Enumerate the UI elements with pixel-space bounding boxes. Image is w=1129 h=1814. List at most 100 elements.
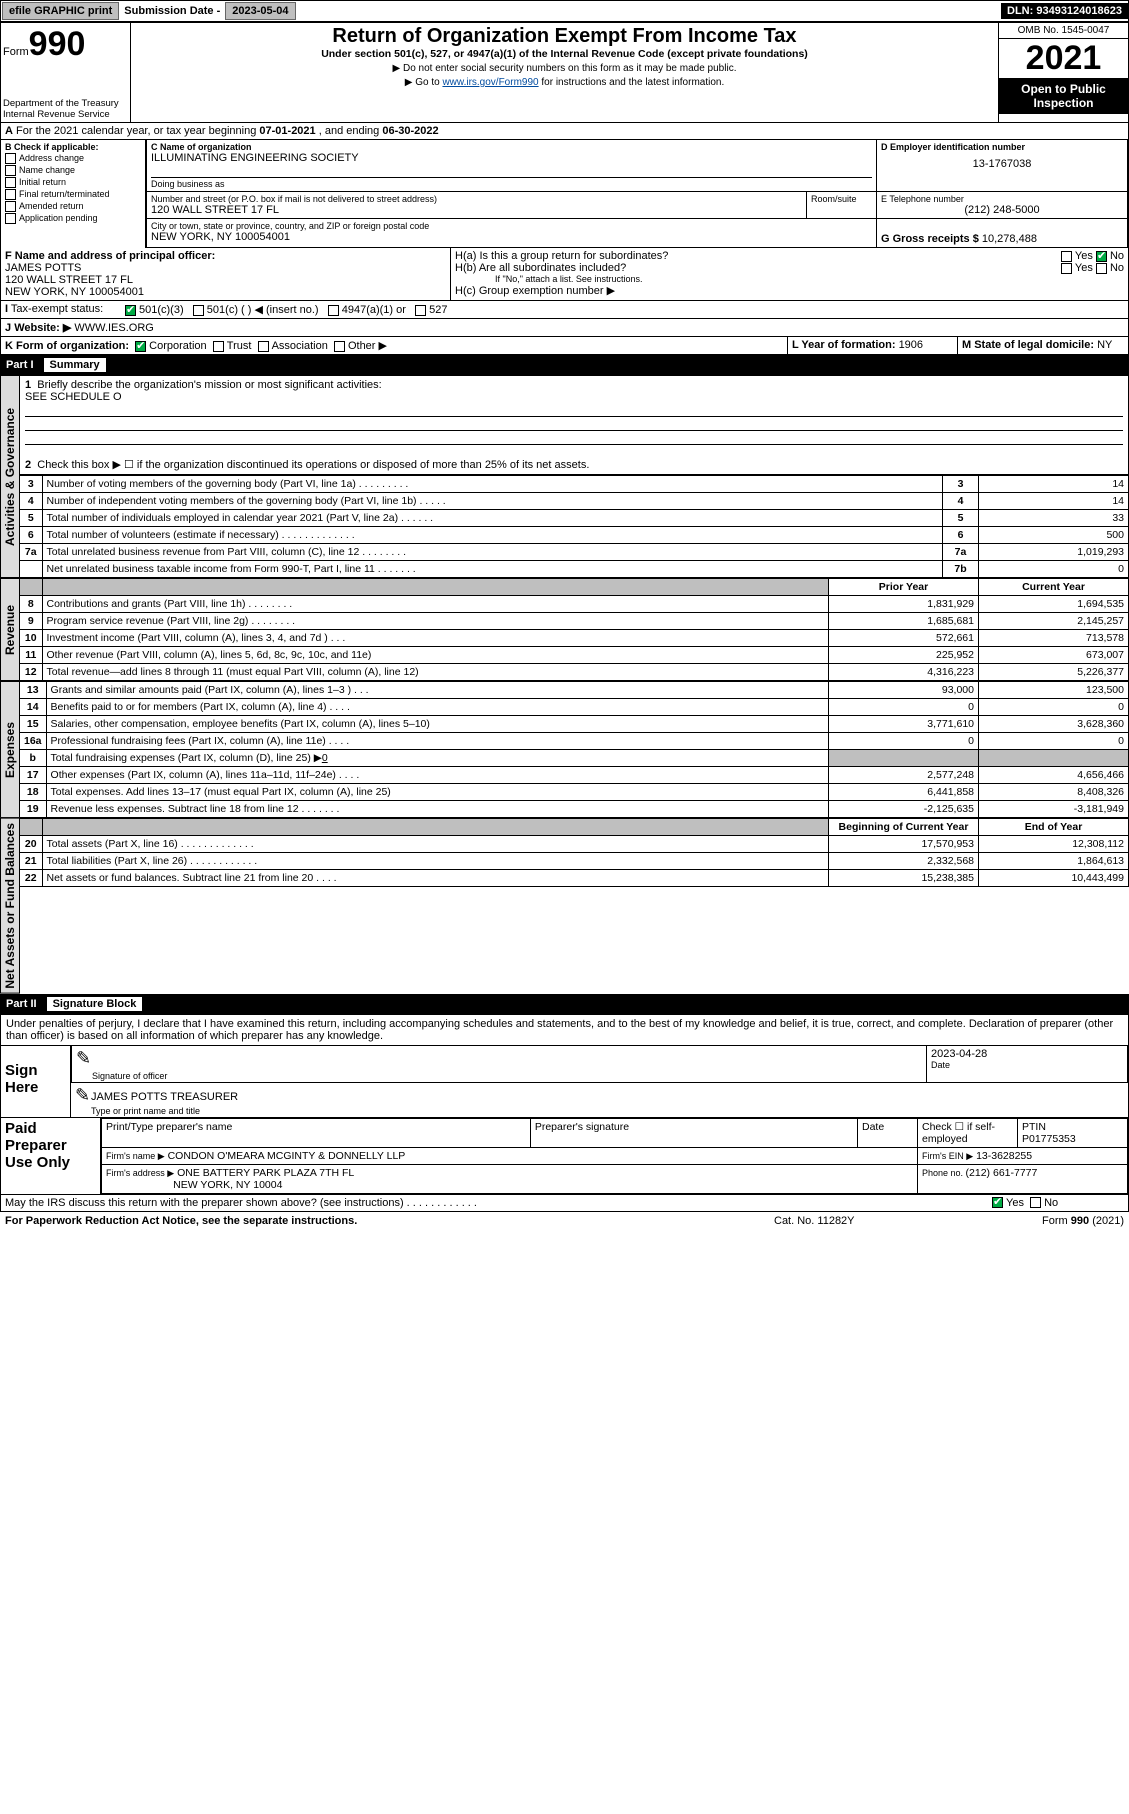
- sig-date: 2023-04-28: [931, 1048, 1123, 1060]
- k-hdr: K Form of organization:: [5, 340, 129, 352]
- section-rev: Revenue: [0, 578, 20, 681]
- paid-prep: Paid Preparer Use Only: [1, 1118, 101, 1194]
- m-hdr: M State of legal domicile:: [962, 339, 1097, 351]
- self-emp[interactable]: Check ☐ if self-employed: [918, 1118, 1018, 1147]
- g-hdr: G Gross receipts $: [881, 233, 982, 245]
- ha: H(a) Is this a group return for subordin…: [455, 250, 1061, 262]
- sign-here-block: Sign Here ✎Signature of officer 2023-04-…: [0, 1046, 1129, 1118]
- city-hdr: City or town, state or province, country…: [151, 221, 872, 231]
- addr-hdr: Number and street (or P.O. box if mail i…: [151, 194, 802, 204]
- rev-table: Prior YearCurrent Year 8Contributions an…: [20, 578, 1129, 681]
- line-i: I Tax-exempt status: 501(c)(3) 501(c) ( …: [0, 301, 1129, 319]
- cat-no: Cat. No. 11282Y: [774, 1215, 974, 1227]
- type-name-lbl: Type or print name and title: [91, 1106, 200, 1116]
- ptin-val: P01775353: [1022, 1133, 1076, 1145]
- i-opt-0[interactable]: 501(c)(3): [139, 304, 184, 316]
- fh-block: F Name and address of principal officer:…: [0, 248, 1129, 301]
- note2-wrap: ▶ Go to www.irs.gov/Form990 for instruct…: [133, 77, 996, 88]
- irs-link[interactable]: www.irs.gov/Form990: [442, 77, 538, 88]
- l1: Briefly describe the organization's miss…: [37, 379, 381, 391]
- website: WWW.IES.ORG: [71, 322, 154, 334]
- line-a: A For the 2021 calendar year, or tax yea…: [0, 123, 1129, 140]
- prior-hdr: Prior Year: [829, 579, 979, 596]
- sig-officer-lbl: Signature of officer: [92, 1071, 167, 1081]
- declaration: Under penalties of perjury, I declare th…: [0, 1014, 1129, 1046]
- gov-table: 3Number of voting members of the governi…: [20, 475, 1129, 578]
- k-opt-1[interactable]: Trust: [227, 340, 252, 352]
- beg-hdr: Beginning of Current Year: [829, 819, 979, 836]
- a-mid: , and ending: [316, 125, 383, 137]
- gross-receipts: 10,278,488: [982, 233, 1037, 245]
- hc: H(c) Group exemption number ▶: [455, 284, 1124, 297]
- efile-btn[interactable]: efile GRAPHIC print: [2, 2, 119, 20]
- f-hdr: F Name and address of principal officer:: [5, 250, 446, 262]
- a-end: 06-30-2022: [382, 125, 438, 137]
- a-begin: 07-01-2021: [259, 125, 315, 137]
- part1-label: Part I: [6, 359, 34, 371]
- section-net: Net Assets or Fund Balances: [0, 818, 20, 994]
- ha-no[interactable]: No: [1110, 250, 1124, 262]
- b-opt-0[interactable]: Address change: [5, 152, 141, 164]
- i-opt-1[interactable]: 501(c) ( ) ◀ (insert no.): [207, 304, 319, 316]
- officer-addr1: 120 WALL STREET 17 FL: [5, 274, 446, 286]
- domicile: NY: [1097, 339, 1112, 351]
- part1-header: Part I Summary: [0, 355, 1129, 375]
- open-inspection: Open to Public Inspection: [999, 78, 1128, 114]
- sub-date-btn[interactable]: 2023-05-04: [225, 2, 295, 20]
- b-opt-3[interactable]: Final return/terminated: [5, 188, 141, 200]
- org-name: ILLUMINATING ENGINEERING SOCIETY: [151, 152, 872, 164]
- street: 120 WALL STREET 17 FL: [151, 204, 802, 216]
- k-opt-2[interactable]: Association: [272, 340, 328, 352]
- form-number: 990: [29, 25, 86, 63]
- note2-pre: ▶ Go to: [405, 77, 443, 88]
- form-990: Form 990 (2021): [974, 1215, 1124, 1227]
- a-text: For the 2021 calendar year, or tax year …: [16, 125, 259, 137]
- b-opt-5[interactable]: Application pending: [5, 212, 141, 224]
- k-opt-0[interactable]: Corporation: [149, 340, 206, 352]
- b-opt-1[interactable]: Name change: [5, 164, 141, 176]
- firm-addr: ONE BATTERY PARK PLAZA 7TH FL: [177, 1167, 354, 1179]
- k-opt-3[interactable]: Other ▶: [348, 340, 387, 352]
- telephone: (212) 248-5000: [881, 204, 1123, 216]
- hb-no[interactable]: No: [1110, 262, 1124, 274]
- i-opt-2[interactable]: 4947(a)(1) or: [342, 304, 406, 316]
- hb-note: If "No," attach a list. See instructions…: [495, 274, 1124, 284]
- part2-label: Part II: [6, 998, 37, 1010]
- may-yes[interactable]: Yes: [1006, 1197, 1024, 1209]
- dln: DLN: 93493124018623: [1001, 3, 1128, 19]
- ein: 13-1767038: [881, 158, 1123, 170]
- b-opt-2[interactable]: Initial return: [5, 176, 141, 188]
- omb: OMB No. 1545-0047: [999, 23, 1128, 39]
- section-exp: Expenses: [0, 681, 20, 818]
- subtitle: Under section 501(c), 527, or 4947(a)(1)…: [133, 48, 996, 60]
- topbar: efile GRAPHIC print Submission Date - 20…: [0, 0, 1129, 22]
- may-discuss: May the IRS discuss this return with the…: [0, 1195, 1129, 1212]
- ha-yes[interactable]: Yes: [1075, 250, 1093, 262]
- line-j: J Website: ▶ WWW.IES.ORG: [0, 319, 1129, 337]
- officer-addr2: NEW YORK, NY 100054001: [5, 286, 446, 298]
- firm-name-lbl: Firm's name ▶: [106, 1151, 165, 1161]
- firm-ein-lbl: Firm's EIN ▶: [922, 1151, 973, 1161]
- b-opt-4[interactable]: Amended return: [5, 200, 141, 212]
- officer-printed: JAMES POTTS TREASURER: [91, 1091, 238, 1103]
- end-hdr: End of Year: [979, 819, 1129, 836]
- firm-ein: 13-3628255: [976, 1150, 1032, 1162]
- sign-here: Sign Here: [1, 1046, 71, 1117]
- section-gov: Activities & Governance: [0, 375, 20, 578]
- e-hdr: E Telephone number: [881, 194, 1123, 204]
- year-formation: 1906: [899, 339, 923, 351]
- b-hdr: B Check if applicable:: [5, 142, 141, 152]
- form-label: Form: [3, 46, 29, 58]
- note2-post: for instructions and the latest informat…: [539, 77, 725, 88]
- hb-yes[interactable]: Yes: [1075, 262, 1093, 274]
- phone-lbl: Phone no.: [922, 1168, 966, 1178]
- i-opt-3[interactable]: 527: [429, 304, 447, 316]
- part2-title: Signature Block: [47, 997, 143, 1011]
- tax-year: 2021: [999, 39, 1128, 78]
- hb: H(b) Are all subordinates included?: [455, 262, 1061, 274]
- form-header: Form990 Department of the Treasury Inter…: [0, 22, 1129, 123]
- may-no[interactable]: No: [1044, 1197, 1058, 1209]
- part1-body: Activities & Governance 1 Briefly descri…: [0, 375, 1129, 578]
- footer: For Paperwork Reduction Act Notice, see …: [0, 1212, 1129, 1230]
- note1: ▶ Do not enter social security numbers o…: [133, 63, 996, 74]
